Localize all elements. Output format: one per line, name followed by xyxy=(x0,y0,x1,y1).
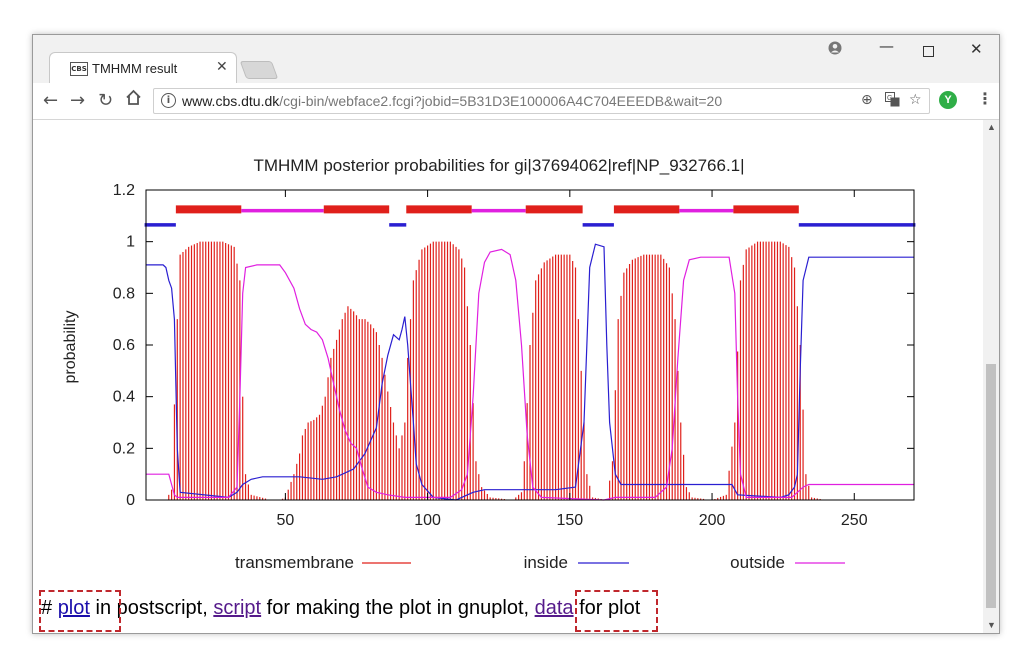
inside-line xyxy=(146,243,914,501)
new-tab-button[interactable] xyxy=(239,61,279,79)
legend-label-transmembrane: transmembrane xyxy=(235,553,354,572)
home-icon[interactable] xyxy=(125,89,142,111)
plot-link[interactable]: plot xyxy=(57,597,90,619)
y-tick-label: 0 xyxy=(126,492,135,509)
transmembrane-segment xyxy=(733,205,799,214)
y-tick-label: 0.4 xyxy=(113,389,135,406)
cbs-favicon-icon: CBS xyxy=(70,62,88,76)
address-bar[interactable]: i www.cbs.dtu.dk/cgi-bin/webface2.fcgi?j… xyxy=(153,88,930,114)
outside-line xyxy=(146,248,914,501)
maximize-icon[interactable] xyxy=(923,43,934,61)
outside-segment xyxy=(679,208,734,213)
text-gnuplot: for making the plot in gnuplot, xyxy=(261,597,535,619)
zoom-icon[interactable]: ⊕ xyxy=(861,92,873,108)
close-icon[interactable]: ✕ xyxy=(970,40,983,58)
x-tick-label: 100 xyxy=(414,512,441,529)
menu-icon[interactable]: ⋮ xyxy=(977,89,993,108)
back-icon[interactable]: ← xyxy=(43,90,59,111)
y-tick-label: 0.6 xyxy=(113,337,135,354)
legend-label-outside: outside xyxy=(730,553,785,572)
info-icon[interactable]: i xyxy=(161,93,176,108)
extension-icon[interactable]: Y xyxy=(939,91,957,109)
chart-axes: 0 0.2 0.4 0.6 0.8 1 1.2 50 100 150 200 250 xyxy=(113,182,915,529)
url-text[interactable]: www.cbs.dtu.dk/cgi-bin/webface2.fcgi?job… xyxy=(182,93,722,109)
y-axis-label: probability xyxy=(62,311,79,384)
scroll-down-icon[interactable]: ▼ xyxy=(987,620,996,630)
url-path: /cgi-bin/webface2.fcgi?jobid=5B31D3E1000… xyxy=(279,93,723,109)
transmembrane-segment xyxy=(525,205,583,214)
reload-icon[interactable]: ↻ xyxy=(98,90,114,111)
x-tick-label: 250 xyxy=(841,512,868,529)
transmembrane-segment xyxy=(613,205,680,214)
svg-text:G: G xyxy=(887,95,892,102)
tab-title: TMHMM result xyxy=(92,61,178,76)
legend-label-inside: inside xyxy=(524,553,568,572)
y-tick-label: 0.2 xyxy=(113,440,135,457)
x-tick-label: 50 xyxy=(276,512,294,529)
tmhmm-chart: TMHMM posterior probabilities for gi|376… xyxy=(62,156,916,572)
url-host: www.cbs.dtu.dk xyxy=(182,93,280,109)
inside-segment xyxy=(144,223,176,227)
forward-icon[interactable]: → xyxy=(70,90,86,111)
transmembrane-segment xyxy=(406,205,472,214)
chart-title: TMHMM posterior probabilities for gi|376… xyxy=(253,156,744,175)
scroll-thumb[interactable] xyxy=(986,364,996,608)
inside-segment xyxy=(389,223,407,227)
script-link[interactable]: script xyxy=(213,597,262,619)
transmembrane-segment xyxy=(175,205,242,214)
transmembrane-segment xyxy=(323,205,390,214)
page-content: TMHMM posterior probabilities for gi|376… xyxy=(33,120,983,633)
outside-segment xyxy=(241,208,324,213)
links-line: # plot in postscript, script for making … xyxy=(41,597,640,620)
transmembrane-impulses xyxy=(168,241,821,500)
browser-toolbar: ← → ↻ i www.cbs.dtu.dk/cgi-bin/webface2.… xyxy=(33,83,999,120)
x-tick-label: 150 xyxy=(556,512,583,529)
text-postscript: in postscript, xyxy=(89,597,214,619)
hash-text: # xyxy=(41,597,58,619)
x-tick-label: 200 xyxy=(699,512,726,529)
translate-icon[interactable]: G xyxy=(885,92,900,111)
chart-legend: transmembrane inside outside xyxy=(235,553,845,572)
star-icon[interactable]: ☆ xyxy=(909,92,922,108)
browser-tab[interactable]: CBS TMHMM result ✕ xyxy=(49,52,237,84)
topology-bars xyxy=(144,205,916,227)
y-tick-label: 1.2 xyxy=(113,182,135,199)
highlight-box-data xyxy=(575,590,658,632)
outside-segment xyxy=(471,208,526,213)
title-bar: CBS TMHMM result ✕ — ✕ xyxy=(33,35,999,84)
tab-close-icon[interactable]: ✕ xyxy=(216,59,228,75)
vertical-scrollbar[interactable]: ▲ ▼ xyxy=(983,120,999,633)
inside-segment xyxy=(798,223,916,227)
scroll-up-icon[interactable]: ▲ xyxy=(987,122,996,132)
y-tick-label: 1 xyxy=(126,234,135,251)
data-link[interactable]: data xyxy=(534,597,574,619)
probability-lines xyxy=(146,243,914,501)
text-for-plot: for plot xyxy=(573,597,641,619)
inside-segment xyxy=(582,223,614,227)
highlight-box-plot xyxy=(39,590,121,632)
browser-window: CBS TMHMM result ✕ — ✕ ← → ↻ i www.cbs.d… xyxy=(32,34,1000,634)
profile-icon[interactable] xyxy=(828,41,842,59)
y-tick-label: 0.8 xyxy=(113,285,135,302)
minimize-icon[interactable]: — xyxy=(879,37,894,55)
